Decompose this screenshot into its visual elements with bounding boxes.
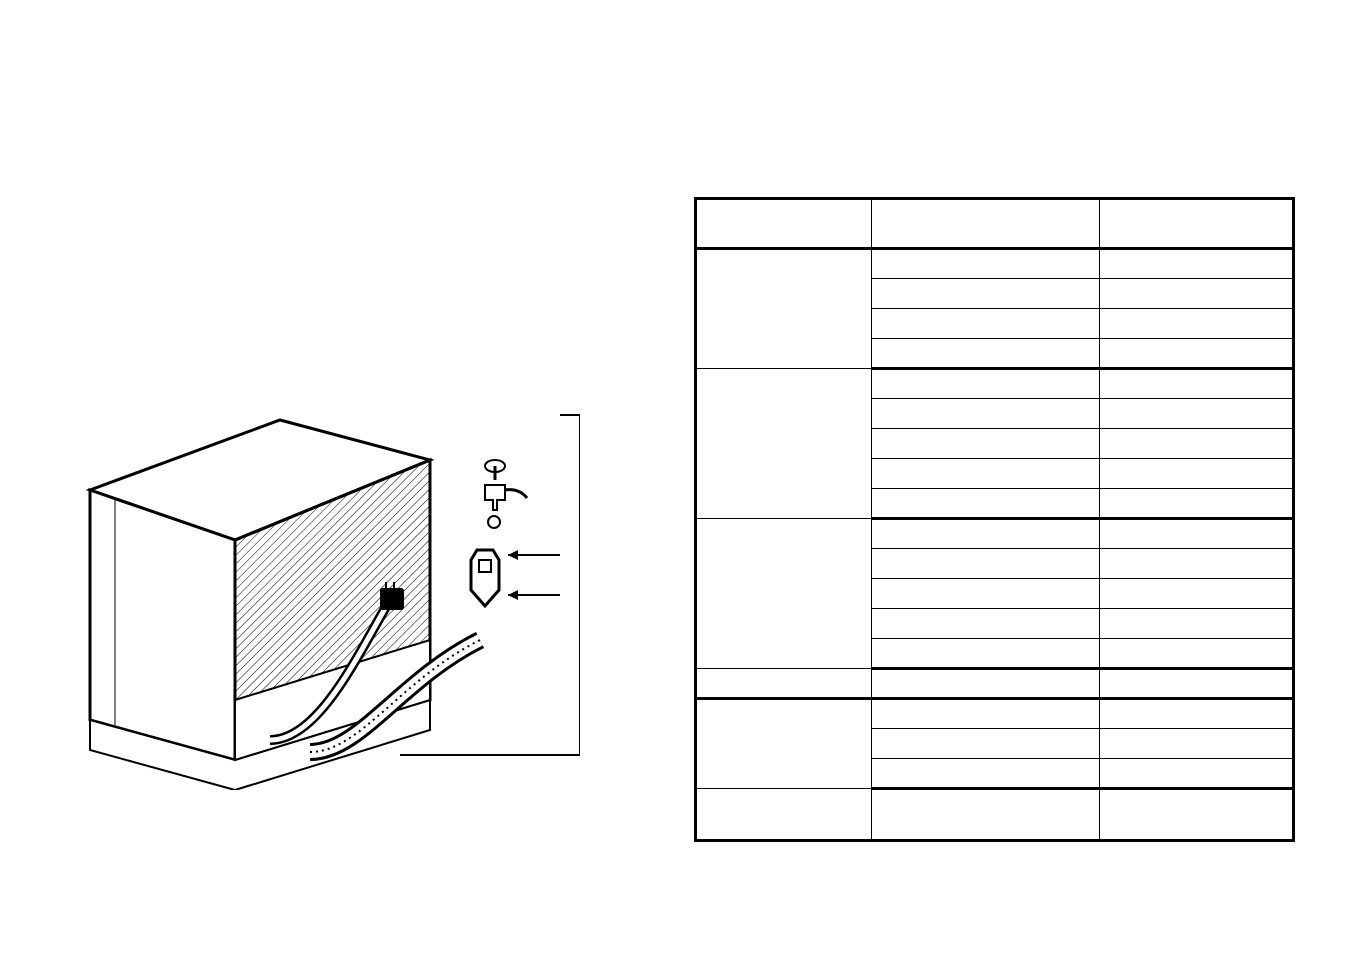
- table-row: [696, 519, 1294, 549]
- tap-icon: [485, 460, 527, 528]
- appliance-illustration: [60, 400, 580, 790]
- table-row: [696, 669, 1294, 699]
- table-row: [696, 249, 1294, 279]
- col-header-1: [696, 199, 872, 249]
- aquastop-icon: [471, 550, 499, 606]
- table-row: [696, 699, 1294, 729]
- table-header-row: [696, 199, 1294, 249]
- col-header-3: [1100, 199, 1294, 249]
- table-row: [696, 369, 1294, 399]
- col-header-2: [872, 199, 1100, 249]
- spec-table: [694, 197, 1295, 842]
- table-row: [696, 789, 1294, 841]
